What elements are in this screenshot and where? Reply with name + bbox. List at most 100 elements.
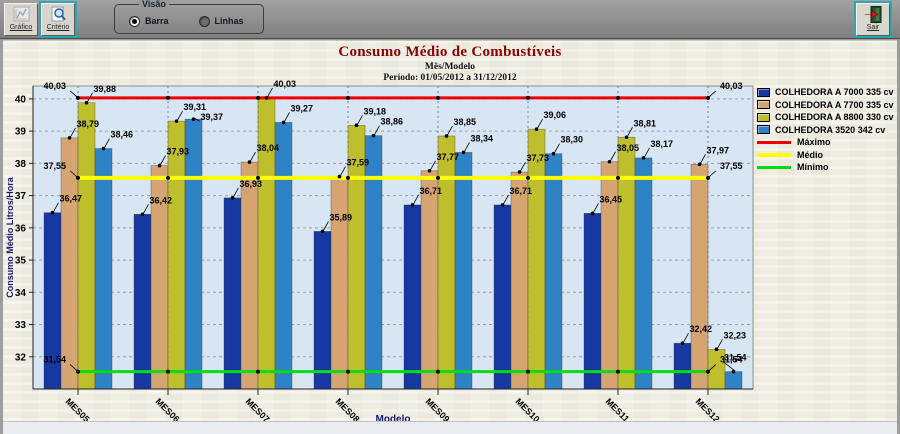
legend-item: COLHEDORA 3520 342 cv bbox=[757, 124, 895, 137]
legend-label: Máximo bbox=[797, 137, 831, 148]
bar-value-label: 39,18 bbox=[364, 106, 387, 116]
legend-label: Mínimo bbox=[797, 162, 829, 173]
line-value-label: 31,54 bbox=[720, 355, 743, 365]
bar-value-label: 37,59 bbox=[347, 158, 370, 168]
bar-value-label: 38,34 bbox=[471, 133, 494, 143]
bar-value-label: 39,27 bbox=[291, 103, 314, 113]
bar bbox=[133, 213, 152, 390]
radio-linhas-dot[interactable] bbox=[198, 15, 210, 27]
fuel-consumption-bar-chart: 36,47 36,42 36,93 35,89 36,71 36,71 36,45 32,42… bbox=[5, 79, 754, 425]
sair-button-label: Sair bbox=[866, 24, 880, 31]
bar-value-label: 37,77 bbox=[437, 152, 460, 162]
line-value-label: 31,54 bbox=[43, 355, 66, 365]
y-axis-title: Consumo Médio Litros/Hora bbox=[5, 176, 15, 297]
legend-item: COLHEDORA A 8800 330 cv bbox=[757, 111, 895, 124]
legend-label: COLHEDORA A 7700 335 cv bbox=[775, 99, 894, 110]
criterio-button[interactable]: Critério bbox=[39, 0, 77, 38]
bar-value-label: 35,89 bbox=[330, 212, 353, 222]
y-axis-tick-label: 35 bbox=[15, 256, 27, 267]
y-axis-tick-label: 33 bbox=[15, 320, 27, 331]
bar bbox=[583, 213, 602, 390]
chart-title: Consumo Médio de Combustíveis bbox=[338, 44, 562, 60]
bar-value-label: 36,42 bbox=[150, 195, 173, 205]
legend-line-swatch bbox=[757, 165, 791, 169]
radio-barra-dot[interactable] bbox=[129, 15, 140, 27]
bar bbox=[330, 176, 349, 390]
bar bbox=[544, 153, 563, 390]
bar-value-label: 31,54 bbox=[724, 353, 747, 363]
line-value-label: 40,03 bbox=[720, 81, 743, 91]
bar bbox=[313, 231, 332, 390]
bar-value-label: 38,17 bbox=[651, 139, 674, 149]
radio-barra[interactable]: Barra bbox=[129, 15, 169, 27]
visao-groupbox: Visão Barra Linhas bbox=[114, 0, 264, 34]
x-axis-title: Modelo bbox=[376, 414, 411, 425]
bar-value-label: 36,93 bbox=[240, 179, 263, 189]
bar-value-label: 38,86 bbox=[381, 117, 404, 127]
bar bbox=[617, 136, 636, 390]
y-axis-tick-label: 38 bbox=[15, 159, 27, 170]
bar bbox=[167, 120, 186, 390]
bar-value-label: 36,71 bbox=[420, 186, 443, 196]
bar-value-label: 39,37 bbox=[201, 112, 224, 122]
line-value-label: 40,03 bbox=[43, 81, 66, 91]
bar bbox=[403, 204, 422, 390]
bar-value-label: 39,88 bbox=[94, 84, 117, 94]
bar-value-label: 36,45 bbox=[600, 194, 623, 204]
chart-titles: Consumo Médio de Combustíveis Mês/Modelo… bbox=[3, 44, 897, 83]
bar bbox=[493, 204, 512, 390]
bar-value-label: 37,97 bbox=[707, 145, 730, 155]
legend-swatch bbox=[757, 100, 770, 110]
legend-label: COLHEDORA A 7000 335 cv bbox=[775, 87, 894, 98]
bar-value-label: 38,81 bbox=[634, 118, 657, 128]
grafico-button-label: Gráfico bbox=[9, 24, 33, 31]
y-axis-tick-label: 39 bbox=[15, 127, 27, 138]
legend-item: Médio bbox=[757, 149, 895, 162]
legend-swatch bbox=[757, 125, 770, 135]
exit-icon bbox=[864, 6, 882, 23]
bar-value-label: 40,03 bbox=[274, 79, 297, 89]
bar-value-label: 39,31 bbox=[184, 102, 207, 112]
bar bbox=[634, 157, 653, 390]
chart-icon bbox=[13, 6, 30, 23]
toolbar: Gráfico Critério Visão Barra Linhas bbox=[0, 0, 900, 39]
legend-item: Máximo bbox=[757, 136, 895, 149]
legend-label: COLHEDORA 3520 342 cv bbox=[775, 124, 886, 135]
line-value-label: 37,55 bbox=[720, 161, 743, 171]
sair-button[interactable]: Sair bbox=[854, 0, 892, 38]
y-axis-tick-label: 32 bbox=[15, 352, 27, 363]
y-axis-tick-label: 36 bbox=[15, 223, 27, 234]
bar-value-label: 38,79 bbox=[77, 119, 100, 129]
bar bbox=[257, 97, 276, 390]
bar bbox=[437, 135, 456, 390]
bar bbox=[454, 152, 473, 390]
bar bbox=[420, 170, 439, 390]
legend-swatch bbox=[757, 112, 770, 122]
legend-line-swatch bbox=[757, 152, 791, 157]
bar-value-label: 38,04 bbox=[257, 143, 280, 153]
bar bbox=[690, 164, 709, 390]
bar-value-label: 37,73 bbox=[527, 153, 550, 163]
radio-barra-label: Barra bbox=[145, 16, 169, 26]
magnifier-icon bbox=[50, 6, 67, 23]
bar bbox=[77, 102, 96, 390]
window-bottom bbox=[3, 421, 897, 434]
bar-value-label: 38,05 bbox=[617, 143, 640, 153]
chart-subtitle: Mês/Modelo bbox=[424, 62, 476, 72]
radio-linhas[interactable]: Linhas bbox=[198, 15, 244, 27]
bar bbox=[527, 128, 546, 390]
y-axis-tick-label: 40 bbox=[15, 94, 27, 105]
x-axis-label: MES11 bbox=[604, 396, 632, 424]
bar bbox=[240, 161, 259, 390]
criterio-button-label: Critério bbox=[46, 24, 70, 31]
bar-value-label: 32,42 bbox=[690, 324, 713, 334]
bar-value-label: 36,47 bbox=[60, 194, 83, 204]
legend-label: COLHEDORA A 8800 330 cv bbox=[775, 112, 894, 123]
legend-item: COLHEDORA A 7000 335 cv bbox=[757, 86, 895, 99]
grafico-button[interactable]: Gráfico bbox=[4, 2, 38, 36]
legend-item: Mínimo bbox=[757, 161, 895, 174]
chart-period: Período: 01/05/2012 a 31/12/2012 bbox=[383, 73, 517, 83]
bar bbox=[724, 371, 743, 390]
bar-value-label: 38,85 bbox=[454, 117, 477, 127]
